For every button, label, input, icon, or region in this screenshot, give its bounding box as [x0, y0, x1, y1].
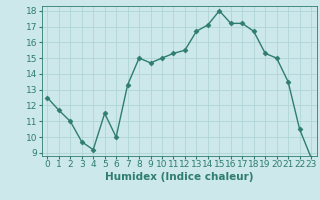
X-axis label: Humidex (Indice chaleur): Humidex (Indice chaleur): [105, 172, 253, 182]
